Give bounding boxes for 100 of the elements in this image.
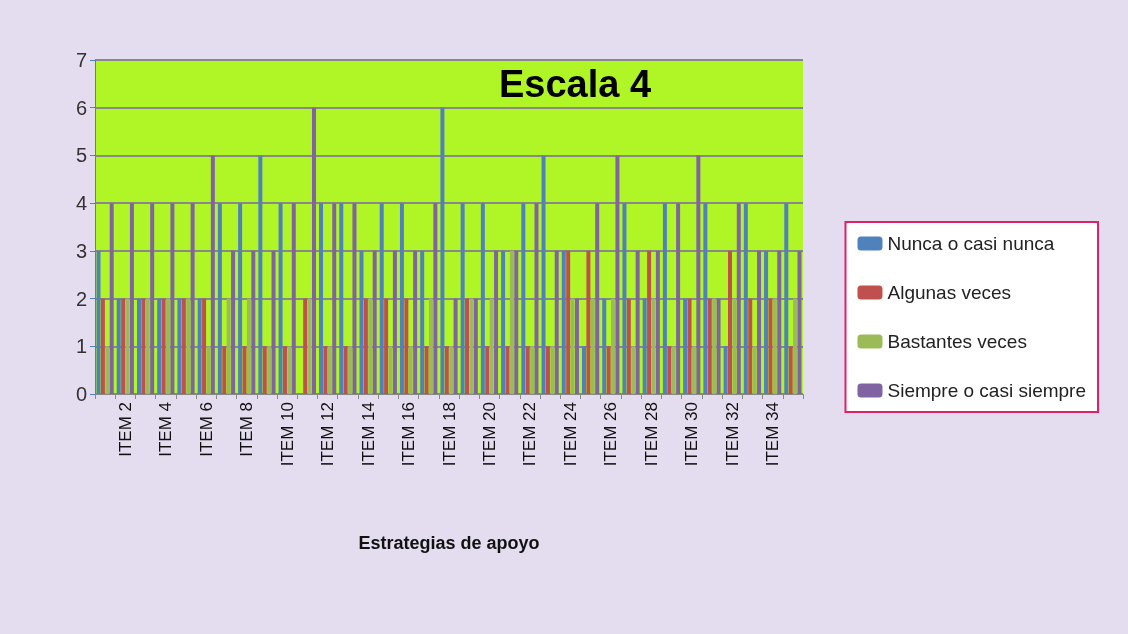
bar <box>332 203 337 394</box>
y-tick-label: 6 <box>75 96 87 119</box>
bar <box>210 155 215 394</box>
bar <box>545 346 550 394</box>
x-tick-label: ITEM 34 <box>763 402 783 467</box>
x-tick-label: ITEM 10 <box>277 402 297 467</box>
bar <box>125 298 130 394</box>
bar <box>793 298 798 394</box>
bar <box>561 250 566 394</box>
bar <box>460 203 465 394</box>
bar <box>420 250 425 394</box>
bar <box>590 298 595 394</box>
x-tick-label: ITEM 6 <box>196 402 216 457</box>
bar <box>752 346 757 394</box>
bar <box>642 298 647 394</box>
bar <box>363 298 368 394</box>
bar <box>100 298 105 394</box>
bar <box>676 203 681 394</box>
bar <box>449 346 454 394</box>
bar <box>712 298 717 394</box>
bar <box>307 298 312 394</box>
bar <box>197 298 202 394</box>
bar <box>291 203 296 394</box>
x-tick-label: ITEM 24 <box>560 402 580 467</box>
bar <box>105 346 110 394</box>
bar <box>166 298 170 394</box>
bar <box>271 250 276 394</box>
bar <box>287 346 292 394</box>
bar <box>399 203 404 394</box>
bar <box>606 346 611 394</box>
bar <box>748 298 753 394</box>
bar <box>602 298 607 394</box>
bar <box>521 203 526 394</box>
bar <box>222 346 227 394</box>
bar <box>509 250 514 394</box>
bar <box>732 298 737 394</box>
x-tick-label: ITEM 14 <box>358 402 378 467</box>
bar <box>319 203 324 394</box>
x-tick-label: ITEM 4 <box>156 402 176 457</box>
bar <box>716 298 721 394</box>
bar <box>514 250 519 394</box>
bar <box>757 250 762 394</box>
bar <box>262 346 267 394</box>
bar <box>267 346 272 394</box>
bar <box>505 346 510 394</box>
bar <box>348 346 353 394</box>
x-tick-label: ITEM 32 <box>722 402 742 467</box>
bar <box>440 107 445 394</box>
bar <box>651 298 656 394</box>
bar <box>671 346 676 394</box>
bar <box>359 250 364 394</box>
bar <box>368 298 373 394</box>
bar <box>177 298 182 394</box>
x-tick-label: ITEM 18 <box>439 402 459 467</box>
bar <box>129 203 134 394</box>
bar <box>116 298 121 394</box>
x-tick-label: ITEM 16 <box>399 402 419 467</box>
bar <box>489 298 494 394</box>
bar <box>707 298 712 394</box>
bar <box>797 250 802 394</box>
bar <box>662 203 667 394</box>
legend-label: Algunas veces <box>887 282 1012 303</box>
bar <box>121 298 126 394</box>
bar <box>622 203 627 394</box>
bar <box>404 298 409 394</box>
x-tick-label: ITEM 12 <box>318 402 338 467</box>
bar <box>109 203 114 394</box>
bar <box>473 298 478 394</box>
bar <box>764 250 769 394</box>
legend-label: Siempre o casi siempre <box>887 380 1087 401</box>
bar <box>570 298 575 394</box>
y-tick-label: 7 <box>75 49 87 71</box>
bar <box>136 298 141 394</box>
bar <box>469 298 474 394</box>
bar <box>566 250 571 394</box>
bar <box>494 250 499 394</box>
bar <box>655 250 660 394</box>
bar <box>186 298 191 394</box>
bar <box>586 250 591 394</box>
bar <box>242 346 247 394</box>
bar <box>728 250 732 394</box>
bar <box>703 203 708 394</box>
bar <box>170 203 175 394</box>
bar <box>626 298 631 394</box>
bar <box>251 250 256 394</box>
bar <box>611 298 616 394</box>
x-tick-label: ITEM 28 <box>641 402 661 467</box>
bar <box>303 298 308 394</box>
bar <box>772 298 777 394</box>
bar <box>554 250 559 394</box>
bar <box>687 298 692 394</box>
bar <box>667 346 672 394</box>
bar <box>323 346 328 394</box>
bar <box>372 250 377 394</box>
bar <box>428 298 433 394</box>
bar <box>246 298 251 394</box>
bar <box>683 298 688 394</box>
bar <box>145 298 150 394</box>
bar <box>433 203 438 394</box>
bar <box>226 298 231 394</box>
